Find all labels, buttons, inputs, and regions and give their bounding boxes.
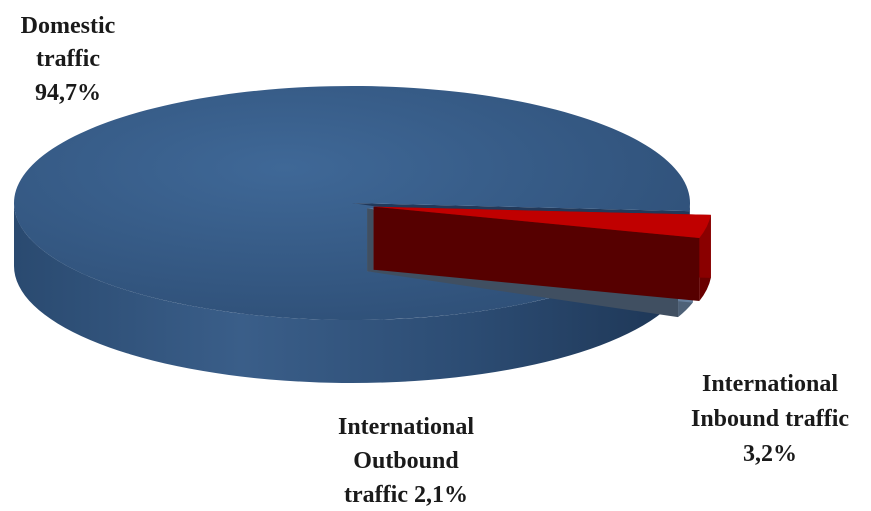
label-line: Outbound bbox=[353, 448, 459, 474]
label-line: Domestic bbox=[21, 13, 116, 39]
label-line: 3,2% bbox=[743, 441, 797, 467]
label-line: traffic 2,1% bbox=[344, 482, 468, 508]
slice-label-outbound: International Outbound traffic 2,1% bbox=[338, 414, 474, 508]
label-line: Inbound traffic bbox=[691, 406, 849, 432]
pie-slice-top bbox=[373, 206, 711, 239]
label-line: International bbox=[702, 371, 838, 397]
pie-slice-cut-face bbox=[373, 206, 700, 302]
label-line: traffic bbox=[36, 46, 100, 72]
label-line: International bbox=[338, 414, 474, 440]
pie-slice-1 bbox=[373, 206, 711, 302]
label-line: 94,7% bbox=[35, 80, 101, 106]
pie-slice-side bbox=[14, 203, 663, 383]
slice-label-domestic: Domestic traffic 94,7% bbox=[21, 13, 116, 106]
slice-label-inbound: International Inbound traffic 3,2% bbox=[691, 371, 849, 467]
